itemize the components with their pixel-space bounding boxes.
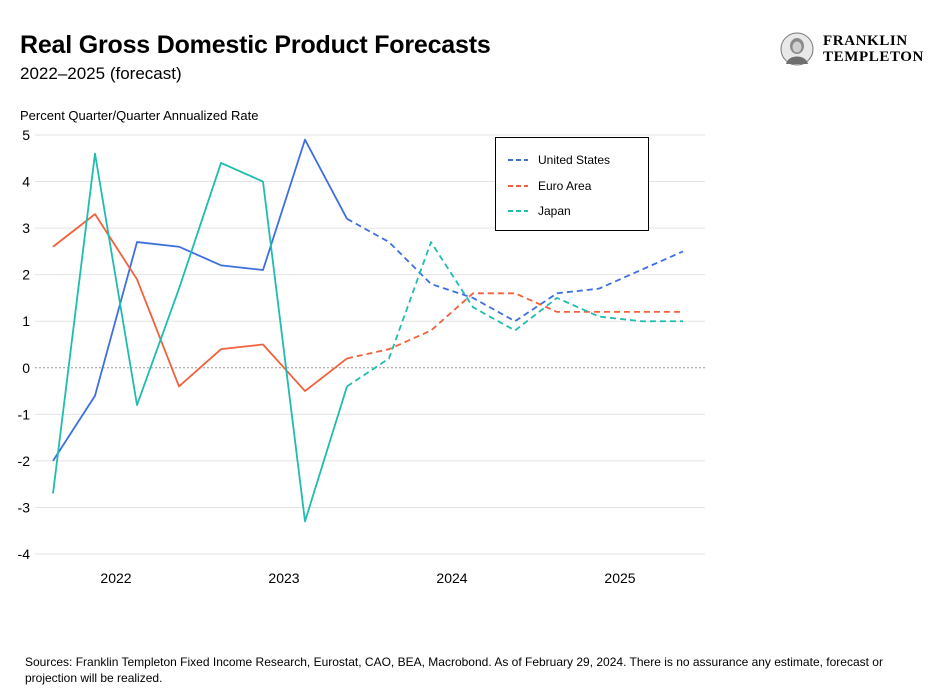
chart-legend: United States Euro Area Japan [495,137,649,231]
series-line-japan-actual [52,152,348,523]
legend-item-japan: Japan [508,203,571,219]
series-line-euro-area-forecast [346,292,683,360]
chart-title: Real Gross Domestic Product Forecasts [20,31,491,59]
y-tick-label: 5 [22,127,30,143]
y-tick-label: -4 [18,546,31,562]
source-note: Sources: Franklin Templeton Fixed Income… [25,655,883,685]
x-tick-label: 2023 [268,570,299,586]
legend-label-united-states: United States [538,153,611,167]
logo-portrait-icon [780,32,814,66]
y-axis-label: Percent Quarter/Quarter Annualized Rate [20,108,259,123]
logo-text-franklin: FRANKLIN [823,33,908,49]
series-line-euro-area-actual [52,213,348,392]
y-tick-label: 4 [22,174,30,190]
legend-swatch-japan [508,210,528,212]
series-line-japan-forecast [346,241,683,388]
legend-label-euro-area: Euro Area [538,179,592,193]
legend-item-euro-area: Euro Area [508,178,591,194]
franklin-templeton-logo: FRANKLIN TEMPLETON [780,32,930,68]
x-tick-label: 2024 [436,570,467,586]
y-tick-label: 2 [22,267,30,283]
logo-text-templeton: TEMPLETON [823,49,924,65]
series-line-united-states-actual [52,138,348,462]
y-tick-label: -3 [18,499,31,515]
y-tick-label: 0 [22,360,30,376]
legend-swatch-united-states [508,159,528,161]
y-tick-label: 1 [22,313,30,329]
y-tick-label: -1 [18,406,31,422]
grid-lines [35,134,705,555]
y-tick-label: 3 [22,220,30,236]
x-tick-label: 2025 [604,570,635,586]
series-line-united-states-forecast [346,218,684,323]
x-tick-labels: 2022 2023 2024 2025 [100,570,635,586]
y-tick-label: -2 [18,453,31,469]
legend-swatch-euro-area [508,185,528,187]
x-tick-label: 2022 [100,570,131,586]
series-lines [52,138,684,523]
y-tick-labels: 5 4 3 2 1 0 -1 -2 -3 -4 [18,127,31,562]
chart-subtitle: 2022–2025 (forecast) [20,64,182,83]
legend-item-united-states: United States [508,152,610,168]
legend-label-japan: Japan [538,204,571,218]
